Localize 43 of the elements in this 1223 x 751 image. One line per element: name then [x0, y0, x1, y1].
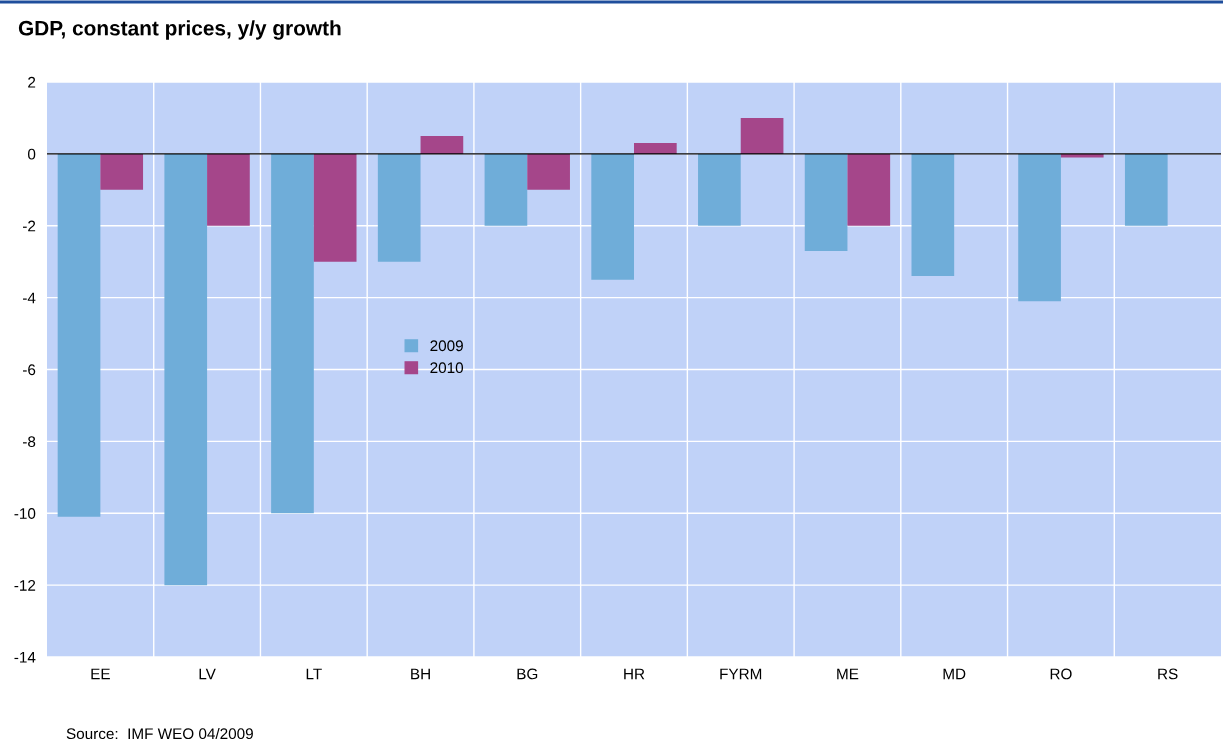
- y-tick-label: -4: [22, 292, 36, 304]
- x-tick-label: RO: [1050, 668, 1072, 680]
- bar: [847, 153, 891, 226]
- y-tick-label: -14: [14, 652, 36, 663]
- bar: [1018, 153, 1061, 302]
- bar: [164, 153, 208, 586]
- x-tick-label: LT: [306, 668, 322, 680]
- source-note: Source: IMF WEO 04/2009: [66, 727, 253, 740]
- legend-label: 2010: [430, 362, 464, 374]
- bar: [740, 117, 784, 154]
- bar: [634, 143, 677, 154]
- y-tick-label: -10: [14, 508, 36, 519]
- legend-label: 2009: [430, 340, 463, 352]
- x-tick-label: BH: [411, 668, 430, 680]
- bar: [698, 153, 741, 226]
- y-tick-label: -6: [22, 364, 36, 376]
- bar: [271, 153, 314, 514]
- y-tick-label: 2: [28, 76, 36, 88]
- bar: [57, 153, 101, 517]
- x-tick-label: FYRM: [720, 668, 762, 680]
- x-tick-label: EE: [91, 668, 110, 680]
- bar: [420, 135, 464, 154]
- bar: [1124, 153, 1168, 226]
- bar: [207, 153, 250, 226]
- x-tick-label: ME: [837, 668, 859, 680]
- bar: [313, 153, 357, 262]
- x-tick-label: LV: [199, 668, 216, 680]
- y-tick-label: -2: [22, 220, 36, 232]
- y-tick-label: -8: [22, 436, 36, 448]
- bar: [804, 153, 848, 251]
- x-tick-label: MD: [943, 668, 966, 680]
- bar: [377, 153, 421, 262]
- x-tick-label: HR: [624, 668, 645, 680]
- chart-title: GDP, constant prices, y/y growth: [18, 20, 341, 40]
- y-tick-label: -12: [14, 579, 36, 591]
- bar: [527, 153, 570, 190]
- bar: [591, 153, 634, 280]
- bar: [911, 153, 955, 277]
- x-tick-label: BG: [517, 668, 538, 680]
- bar: [100, 153, 144, 190]
- y-tick-label: 0: [27, 148, 36, 160]
- bar: [484, 153, 528, 226]
- x-tick-label: RS: [1158, 668, 1178, 680]
